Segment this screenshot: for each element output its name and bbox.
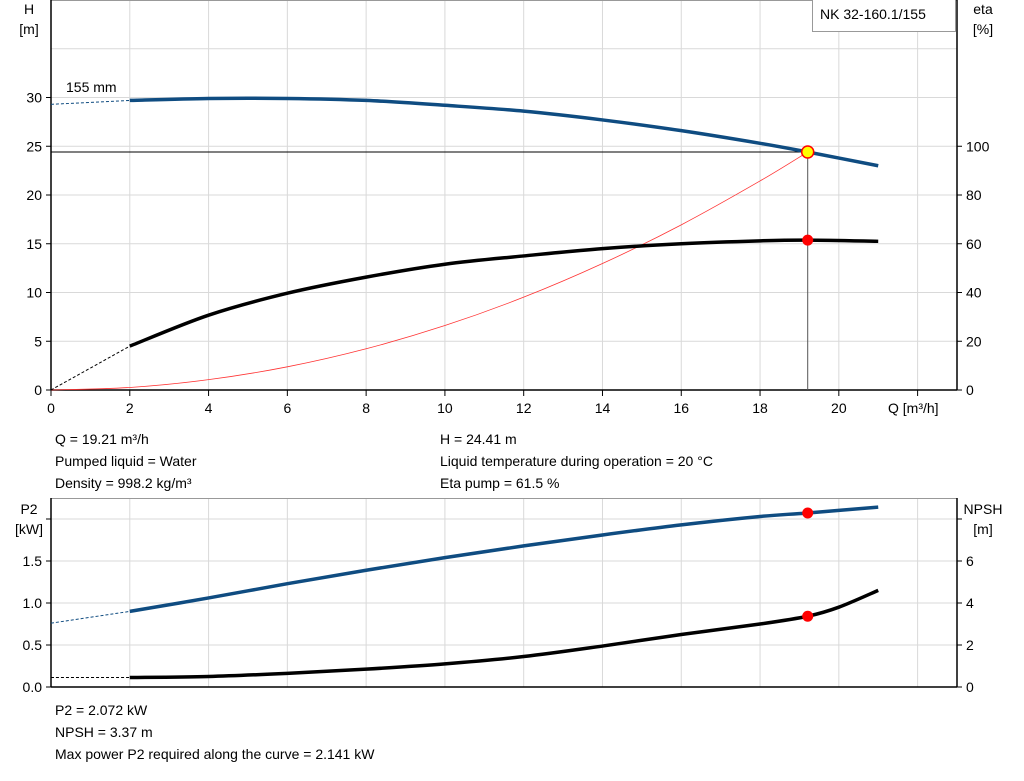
operating-point-marker bbox=[800, 145, 815, 159]
info-bottom: P2 = 2.072 kW NPSH = 3.37 m Max power P2… bbox=[55, 699, 374, 765]
hq-right-tick-label: 100 bbox=[966, 138, 990, 154]
hq-right-axis-title: eta bbox=[973, 1, 993, 17]
info-top-left: Q = 19.21 m³/h Pumped liquid = Water Den… bbox=[55, 428, 197, 494]
x-tick-label: 10 bbox=[437, 400, 453, 416]
x-tick-label: 0 bbox=[47, 400, 55, 416]
head-curve bbox=[129, 96, 879, 168]
impeller-diameter-label: 155 mm bbox=[66, 79, 117, 95]
efficiency-point-marker bbox=[802, 234, 814, 246]
hq-left-tick-label: 30 bbox=[26, 90, 42, 106]
power-right-axis-unit: [m] bbox=[973, 521, 992, 537]
power-left-tick-label: 1.0 bbox=[23, 595, 43, 611]
p2-value: P2 = 2.072 kW bbox=[55, 702, 148, 718]
head-curve-extrapolated bbox=[50, 99, 130, 105]
x-tick-label: 16 bbox=[673, 400, 689, 416]
density-value: Density = 998.2 kg/m³ bbox=[55, 475, 192, 491]
hq-right-axis-unit: [%] bbox=[973, 21, 993, 37]
power-right-tick-label: 6 bbox=[966, 553, 974, 569]
power-left-tick-label: 0.5 bbox=[23, 637, 43, 653]
hq-right-tick-label: 20 bbox=[966, 333, 982, 349]
power-curve-extrapolated bbox=[50, 610, 130, 624]
hq-left-tick-label: 20 bbox=[26, 187, 42, 203]
hq-right-tick-label: 40 bbox=[966, 285, 982, 301]
power-right-tick-label: 2 bbox=[966, 637, 974, 653]
x-tick-label: 12 bbox=[516, 400, 532, 416]
hq-left-tick-label: 0 bbox=[34, 382, 42, 398]
power-right-tick-label: 4 bbox=[966, 595, 974, 611]
hq-left-tick-label: 15 bbox=[26, 236, 42, 252]
pump-model-legend: NK 32-160.1/155 bbox=[812, 0, 956, 32]
power-curve bbox=[129, 505, 879, 614]
efficiency-curve-extrapolated bbox=[50, 345, 131, 391]
x-tick-label: 4 bbox=[205, 400, 213, 416]
x-tick-label: 18 bbox=[752, 400, 768, 416]
power-right-axis-title: NPSH bbox=[964, 501, 1003, 517]
system-curve bbox=[50, 151, 808, 391]
power-left-axis-unit: [kW] bbox=[15, 521, 43, 537]
hq-left-tick-label: 5 bbox=[34, 333, 42, 349]
info-top-right: H = 24.41 m Liquid temperature during op… bbox=[440, 428, 713, 494]
npsh-value: NPSH = 3.37 m bbox=[55, 724, 153, 740]
head-value: H = 24.41 m bbox=[440, 431, 517, 447]
pumped-liquid: Pumped liquid = Water bbox=[55, 453, 197, 469]
x-tick-label: 6 bbox=[283, 400, 291, 416]
power-point-marker bbox=[802, 507, 814, 519]
liquid-temperature: Liquid temperature during operation = 20… bbox=[440, 453, 713, 469]
efficiency-curve bbox=[129, 238, 879, 348]
hq-left-axis-title: H bbox=[24, 1, 34, 17]
x-tick-label: 20 bbox=[831, 400, 847, 416]
power-left-axis-title: P2 bbox=[20, 501, 37, 517]
x-axis-title: Q [m³/h] bbox=[888, 400, 939, 416]
power-left-tick-label: 1.5 bbox=[23, 553, 43, 569]
max-p2-value: Max power P2 required along the curve = … bbox=[55, 746, 375, 762]
flow-value: Q = 19.21 m³/h bbox=[55, 431, 149, 447]
eta-value: Eta pump = 61.5 % bbox=[440, 475, 560, 491]
hq-left-axis-unit: [m] bbox=[19, 21, 38, 37]
x-tick-label: 2 bbox=[126, 400, 134, 416]
hq-right-tick-label: 80 bbox=[966, 187, 982, 203]
hq-right-tick-label: 0 bbox=[966, 382, 974, 398]
x-tick-label: 8 bbox=[362, 400, 370, 416]
hq-left-tick-label: 10 bbox=[26, 285, 42, 301]
power-right-tick-label: 0 bbox=[966, 679, 974, 695]
power-left-tick-label: 0.0 bbox=[23, 679, 43, 695]
npsh-point-marker bbox=[802, 610, 814, 622]
x-tick-label: 14 bbox=[595, 400, 611, 416]
hq-left-tick-label: 25 bbox=[26, 138, 42, 154]
hq-right-tick-label: 60 bbox=[966, 236, 982, 252]
